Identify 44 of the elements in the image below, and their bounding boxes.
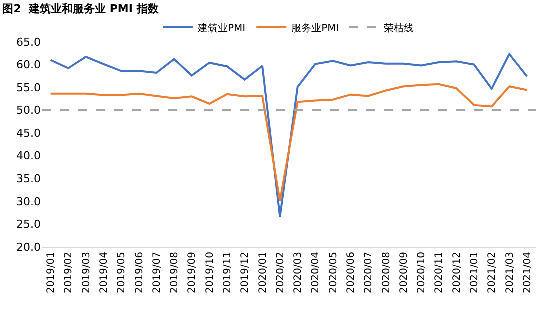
y-tick-label: 25.0	[16, 218, 41, 232]
y-tick-label: 30.0	[16, 195, 41, 208]
y-tick-label: 35.0	[16, 172, 41, 186]
x-tick-label: 2019/07	[152, 252, 163, 294]
x-tick-label: 2019/08	[170, 252, 181, 294]
x-tick-label: 2020/01	[258, 252, 269, 294]
legend-label: 服务业PMI	[292, 22, 340, 34]
x-tick-label: 2020/04	[310, 252, 322, 294]
x-tick-label: 2020/08	[381, 252, 392, 294]
x-tick-label: 2021/04	[522, 252, 534, 294]
x-tick-label: 2020/03	[293, 252, 304, 294]
x-tick-label: 2020/02	[275, 252, 286, 294]
x-tick-label: 2019/05	[116, 252, 128, 294]
y-tick-label: 60.0	[16, 58, 41, 72]
x-tick-label: 2019/12	[240, 252, 252, 294]
y-tick-label: 55.0	[16, 81, 41, 94]
x-tick-label: 2019/11	[222, 252, 234, 294]
x-tick-label: 2020/09	[398, 252, 410, 294]
x-tick-label: 2020/11	[434, 252, 446, 294]
x-tick-label: 2021/03	[504, 252, 516, 294]
y-tick-label: 20.0	[16, 240, 41, 254]
y-tick-label: 45.0	[16, 126, 41, 140]
x-tick-label: 2020/10	[416, 252, 428, 294]
x-tick-label: 2019/03	[81, 252, 92, 294]
x-tick-label: 2020/05	[328, 252, 340, 294]
x-tick-label: 2019/10	[204, 252, 216, 294]
x-tick-label: 2019/01	[46, 252, 58, 294]
y-tick-label: 50.0	[16, 104, 41, 118]
line-series	[50, 53, 528, 218]
legend-label: 建筑业PMI	[197, 22, 246, 34]
y-tick-label: 65.0	[16, 36, 41, 49]
x-tick-label: 2020/12	[452, 252, 463, 294]
chart-title: 图2 建筑业和服务业 PMI 指数	[2, 2, 160, 16]
legend-label: 荣枯线	[384, 22, 414, 34]
x-tick-label: 2020/06	[346, 252, 357, 294]
x-tick-label: 2019/06	[134, 252, 146, 294]
x-tick-label: 2021/01	[470, 252, 480, 294]
line-series	[50, 83, 528, 202]
x-tick-label: 2019/02	[64, 252, 75, 294]
y-tick-label: 40.0	[16, 150, 41, 163]
x-tick-label: 2019/09	[187, 252, 198, 294]
x-tick-label: 2019/04	[99, 252, 110, 294]
x-tick-label: 2020/07	[364, 252, 375, 294]
x-tick-label: 2021/02	[487, 252, 498, 294]
